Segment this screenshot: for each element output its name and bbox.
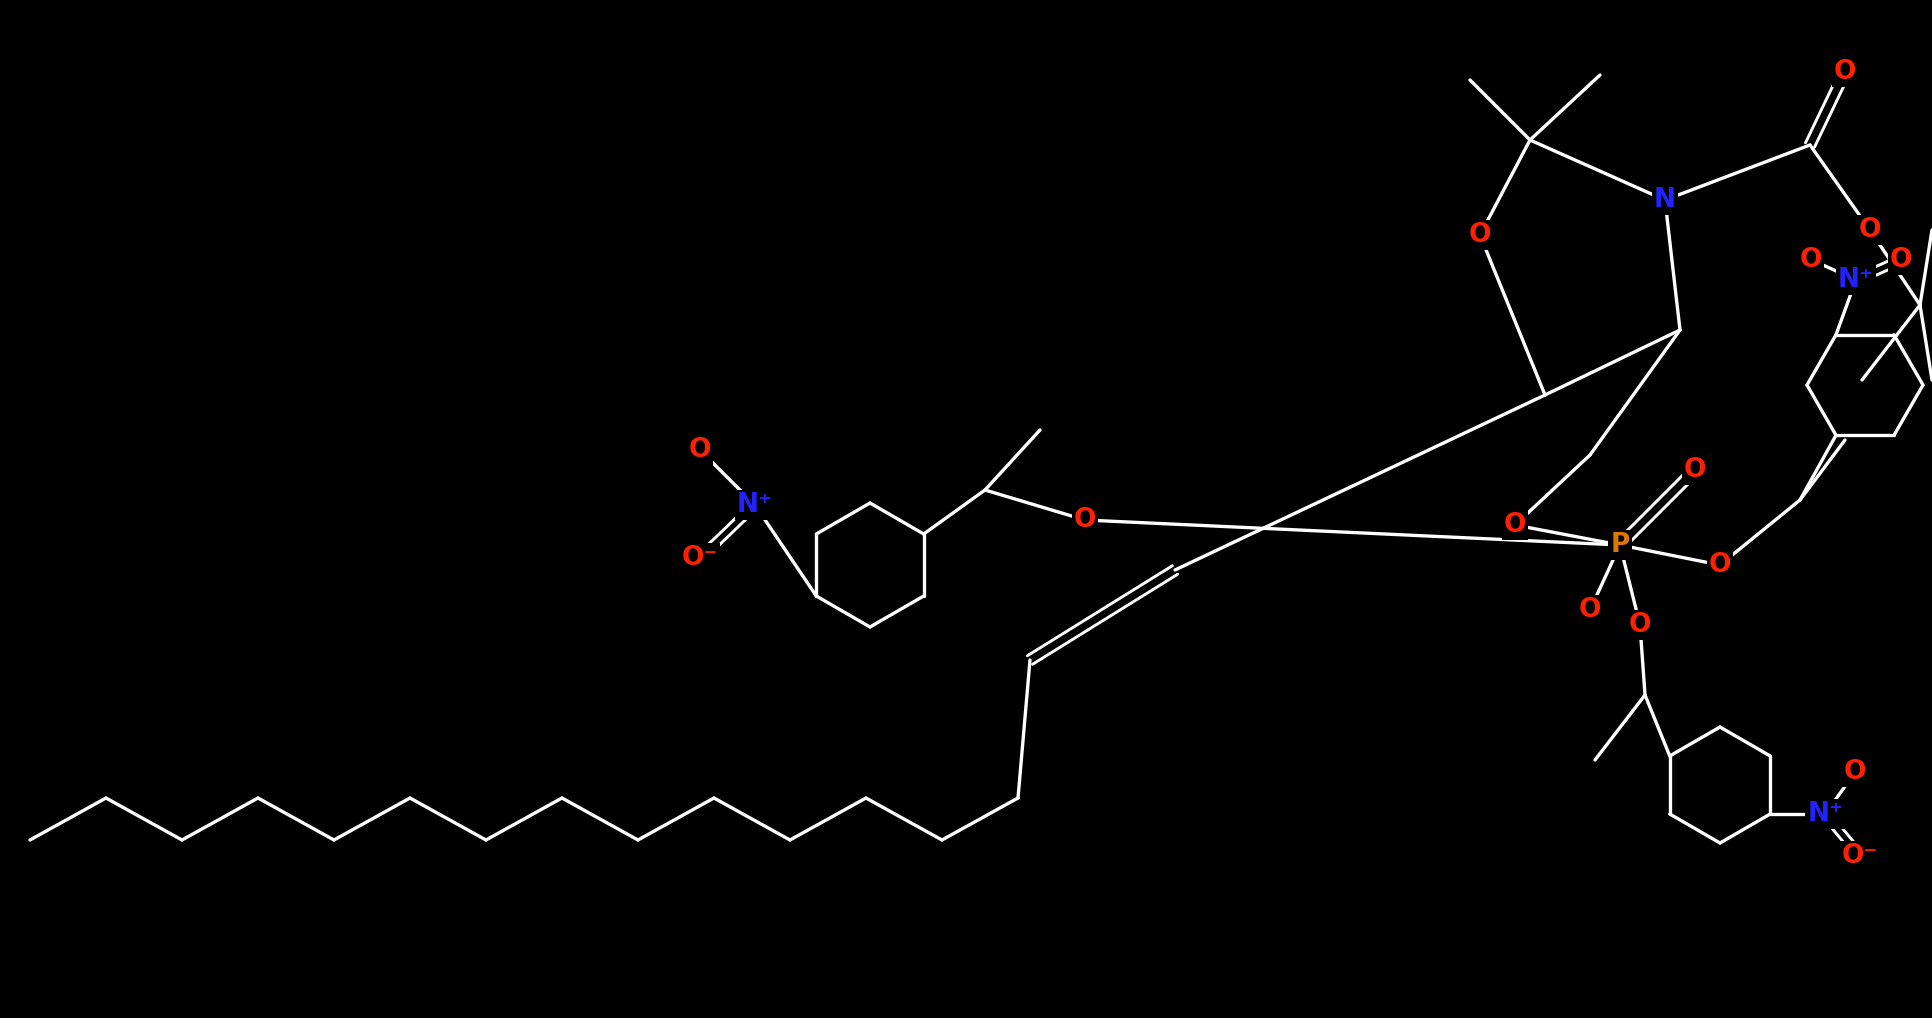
Text: O: O xyxy=(1074,507,1095,533)
Text: O: O xyxy=(1708,552,1731,578)
Text: O: O xyxy=(1629,612,1652,638)
Text: O: O xyxy=(1468,222,1492,248)
Text: O: O xyxy=(1685,457,1706,483)
Text: O: O xyxy=(1833,59,1857,84)
Text: N⁺: N⁺ xyxy=(1837,267,1874,293)
Text: O⁻: O⁻ xyxy=(682,545,719,571)
Text: O⁻: O⁻ xyxy=(1841,843,1878,869)
Text: O: O xyxy=(1889,246,1913,273)
Text: O: O xyxy=(1843,759,1866,785)
Text: N⁺: N⁺ xyxy=(1806,801,1843,827)
Text: N: N xyxy=(1654,187,1675,213)
Text: O: O xyxy=(1801,246,1822,273)
Text: O: O xyxy=(1503,512,1526,538)
Text: N⁺: N⁺ xyxy=(738,492,773,518)
Text: O: O xyxy=(1859,217,1882,243)
Text: O: O xyxy=(688,437,711,463)
Text: O: O xyxy=(1578,597,1602,623)
Text: P: P xyxy=(1609,532,1631,558)
